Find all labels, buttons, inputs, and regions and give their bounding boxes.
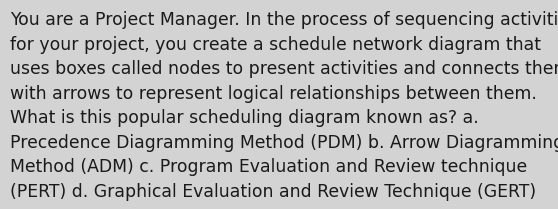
Text: with arrows to represent logical relationships between them.: with arrows to represent logical relatio…: [10, 85, 537, 103]
Text: for your project, you create a schedule network diagram that: for your project, you create a schedule …: [10, 36, 541, 54]
Text: You are a Project Manager. In the process of sequencing activities: You are a Project Manager. In the proces…: [10, 11, 558, 29]
Text: uses boxes called nodes to present activities and connects them: uses boxes called nodes to present activ…: [10, 60, 558, 78]
Text: What is this popular scheduling diagram known as? a.: What is this popular scheduling diagram …: [10, 109, 479, 127]
Text: Precedence Diagramming Method (PDM) b. Arrow Diagramming: Precedence Diagramming Method (PDM) b. A…: [10, 134, 558, 152]
Text: Method (ADM) c. Program Evaluation and Review technique: Method (ADM) c. Program Evaluation and R…: [10, 158, 527, 176]
Text: (PERT) d. Graphical Evaluation and Review Technique (GERT): (PERT) d. Graphical Evaluation and Revie…: [10, 183, 536, 201]
